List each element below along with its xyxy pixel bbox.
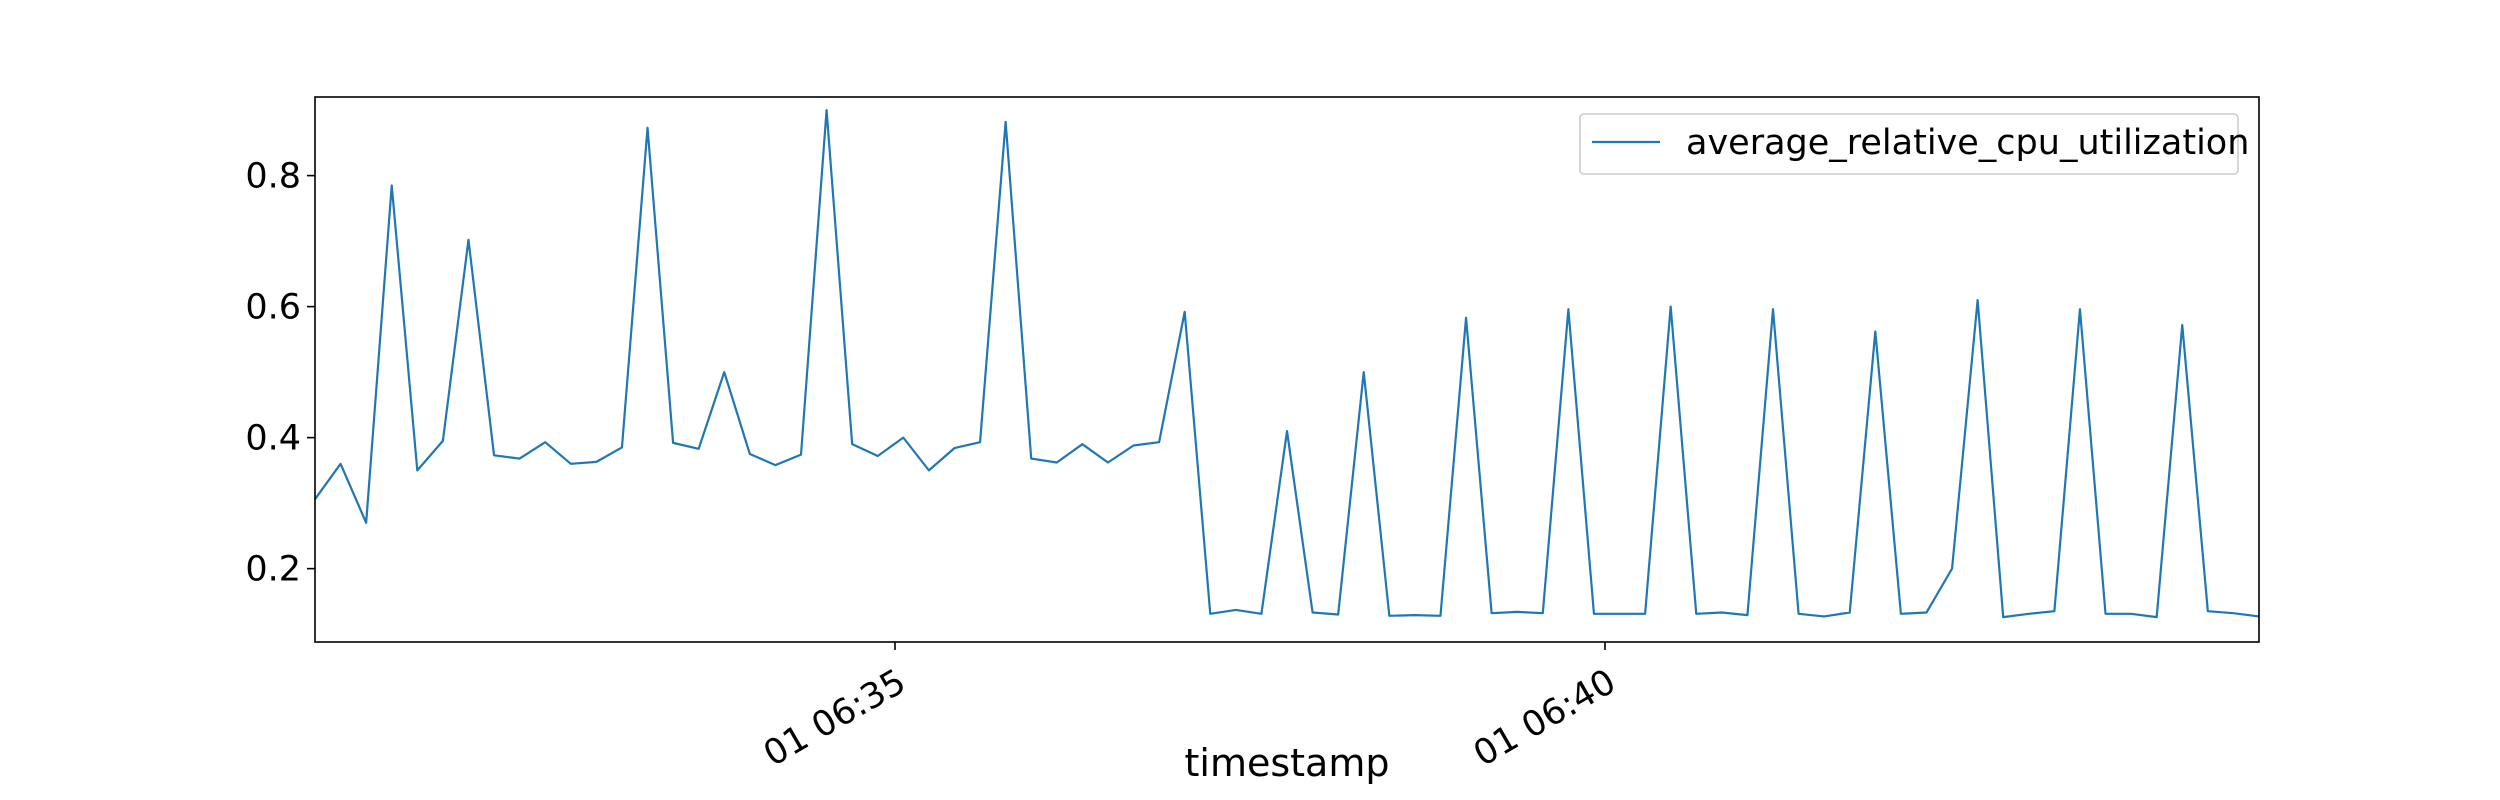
y-tick-label: 0.2 [245, 550, 301, 590]
x-axis-title: timestamp [1185, 741, 1390, 785]
legend: average_relative_cpu_utilization [1579, 113, 2249, 175]
y-tick-label: 0.4 [245, 419, 301, 459]
series-line-average_relative_cpu_utilization [314, 109, 2260, 619]
y-tick-label: 0.6 [245, 288, 301, 328]
plot-layer [314, 109, 2260, 619]
legend-label: average_relative_cpu_utilization [1686, 123, 2249, 163]
x-tick-label: 01 06:35 [757, 662, 913, 775]
legend-box [1579, 113, 2239, 175]
x-tick-label: 01 06:40 [1467, 662, 1623, 775]
y-axis: 0.2 0.4 0.6 0.8 [245, 157, 315, 590]
y-tick-label: 0.8 [245, 157, 301, 197]
plot-frame [314, 96, 2260, 643]
